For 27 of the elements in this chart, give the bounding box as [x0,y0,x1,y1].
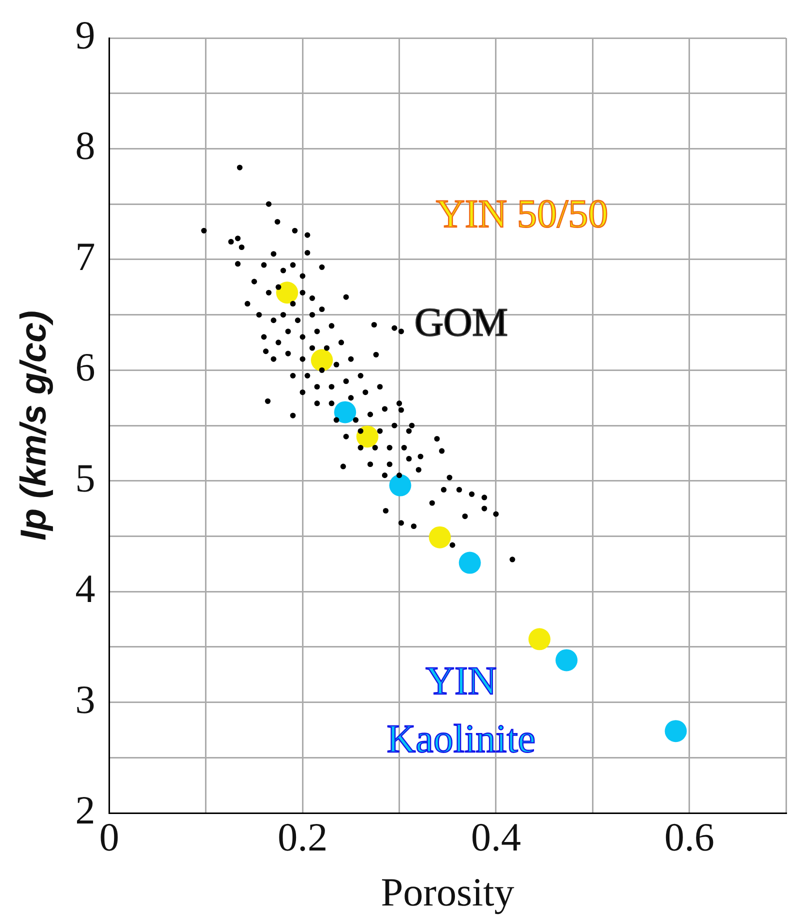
y-tick-label: 4 [75,566,96,612]
point [664,720,687,742]
point [458,552,481,574]
point [356,426,378,448]
point [528,628,550,650]
x-tick-label: 0.4 [470,814,521,860]
y-tick-label: 7 [75,234,96,279]
series-label: YIN Kaolinite [386,658,536,761]
point [389,474,412,496]
point [334,401,356,424]
x-tick-label: 0 [99,814,120,860]
y-tick-label: 3 [75,676,96,722]
point [310,349,333,372]
point [428,526,451,548]
y-tick-label: 6 [75,344,96,390]
point [556,649,578,672]
y-tick-label: 8 [75,123,96,168]
series-label: GOM [414,299,508,344]
y-tick-label: 9 [75,12,96,58]
x-axis-title: Porosity [380,870,514,914]
x-tick-label: 0.2 [278,814,328,860]
y-tick-label: 2 [75,788,96,832]
y-tick-label: 5 [75,455,96,500]
point [276,282,298,304]
x-tick-label: 0.6 [664,814,714,860]
y-axis-title: Ip (km/s g/cc) [12,310,54,541]
text: YIN 50/50 [436,190,608,236]
